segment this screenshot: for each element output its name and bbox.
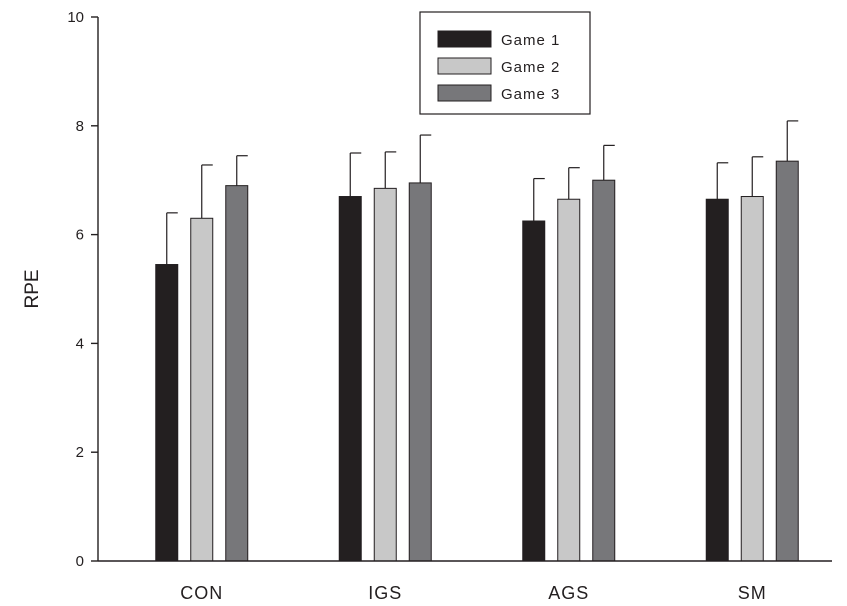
legend-swatch-2 [437,57,492,75]
y-tick-label-10: 10 [67,9,84,26]
bar-igs-series-3 [408,182,432,562]
y-tick-label-4: 4 [76,335,84,352]
bar-igs-series-1 [338,196,362,562]
category-label-sm: SM [738,583,767,603]
y-axis-label: RPE [22,269,43,308]
axes [97,17,832,562]
legend: Game 1 Game 2 Game 3 [419,11,591,115]
y-ticks: 0 2 4 6 8 10 [67,9,98,570]
bar-igs-series-2 [373,187,397,562]
bar-con-series-1 [155,264,179,562]
y-tick-label-6: 6 [76,227,84,244]
category-label-igs: IGS [368,583,402,603]
bar-ags-series-2 [557,198,581,562]
legend-label-3: Game 3 [501,86,560,103]
bars-layer [155,160,799,562]
y-tick-label-2: 2 [76,444,84,461]
category-labels: CON IGS AGS SM [180,583,767,603]
bar-sm-series-2 [740,196,764,562]
legend-swatch-1 [437,30,492,48]
bar-ags-series-3 [592,179,616,562]
category-label-ags: AGS [548,583,589,603]
legend-label-1: Game 1 [501,32,560,49]
bar-ags-series-1 [522,220,546,562]
bar-con-series-2 [190,217,214,562]
bar-sm-series-1 [705,198,729,562]
error-bars-layer [166,120,799,265]
legend-label-2: Game 2 [501,59,560,76]
bar-sm-series-3 [775,160,799,562]
bar-con-series-3 [225,185,249,562]
legend-swatch-3 [437,84,492,102]
y-tick-label-0: 0 [76,553,84,570]
y-tick-label-8: 8 [76,118,84,135]
category-label-con: CON [180,583,223,603]
